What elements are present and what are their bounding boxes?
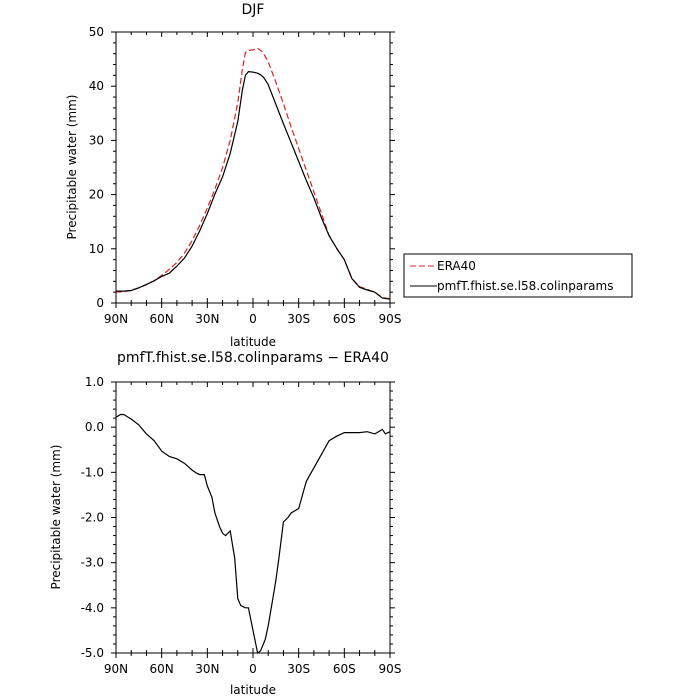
top-chart-xtick-label: 90N: [104, 312, 128, 326]
bottom-chart-series-line-0: [115, 413, 391, 655]
top-chart-xtick-label: 30S: [287, 312, 310, 326]
bottom-chart-xtick-label: 90S: [379, 662, 402, 676]
bottom-chart-ytick-label: 1.0: [85, 375, 104, 389]
top-chart-ytick-label: 10: [89, 242, 104, 256]
top-chart-ytick-label: 20: [89, 188, 104, 202]
top-chart-xtick-label: 60N: [150, 312, 174, 326]
top-chart-xtick-label: 0: [249, 312, 257, 326]
top-chart-xtick-label: 60S: [333, 312, 356, 326]
bottom-chart-plot-frame: [115, 381, 391, 654]
bottom-chart-xtick-label: 30N: [195, 662, 219, 676]
top-chart-ytick-label: 0: [96, 296, 104, 310]
bottom-chart-title: pmfT.fhist.se.l58.colinparams − ERA40: [117, 350, 389, 366]
top-chart-ytick-label: 50: [89, 25, 104, 39]
top-chart-xtick-label: 90S: [379, 312, 402, 326]
bottom-chart-xlabel: latitude: [230, 683, 276, 697]
top-chart-title: DJF: [242, 2, 265, 18]
bottom-chart-ylabel: Precipitable water (mm): [49, 445, 63, 590]
bottom-chart-ytick-label: -2.0: [81, 511, 104, 525]
bottom-chart-ytick-label: 0.0: [85, 420, 104, 434]
top-chart-legend: ERA40 pmfT.fhist.se.l58.colinparams: [403, 253, 633, 298]
top-chart-series-line-0: [115, 47, 391, 300]
legend-label-model: pmfT.fhist.se.l58.colinparams: [437, 279, 613, 293]
bottom-chart-ytick-label: -3.0: [81, 556, 104, 570]
bottom-chart-xtick-label: 60S: [333, 662, 356, 676]
top-chart-ytick-label: 40: [89, 79, 104, 93]
legend-label-era40: ERA40: [437, 259, 476, 273]
bottom-chart-ytick-label: -5.0: [81, 646, 104, 660]
top-chart: DJF 90N 60N 30N 0 30S 60S 90S 0 10 20 30 40 50 latit…: [65, 2, 633, 349]
top-chart-ylabel: Precipitable water (mm): [65, 95, 79, 240]
bottom-chart-xtick-label: 30S: [287, 662, 310, 676]
top-chart-xlabel: latitude: [230, 335, 276, 349]
bottom-chart-xtick-label: 60N: [150, 662, 174, 676]
bottom-chart-ytick-label: -4.0: [81, 601, 104, 615]
bottom-chart-xtick-label: 0: [249, 662, 257, 676]
legend-box: [403, 253, 633, 298]
top-chart-ytick-label: 30: [89, 133, 104, 147]
bottom-chart: pmfT.fhist.se.l58.colinparams − ERA40 90…: [49, 350, 401, 697]
bottom-chart-xtick-label: 90N: [104, 662, 128, 676]
top-chart-xtick-label: 30N: [195, 312, 219, 326]
bottom-chart-ytick-label: -1.0: [81, 465, 104, 479]
top-chart-series-line-1: [116, 70, 391, 300]
